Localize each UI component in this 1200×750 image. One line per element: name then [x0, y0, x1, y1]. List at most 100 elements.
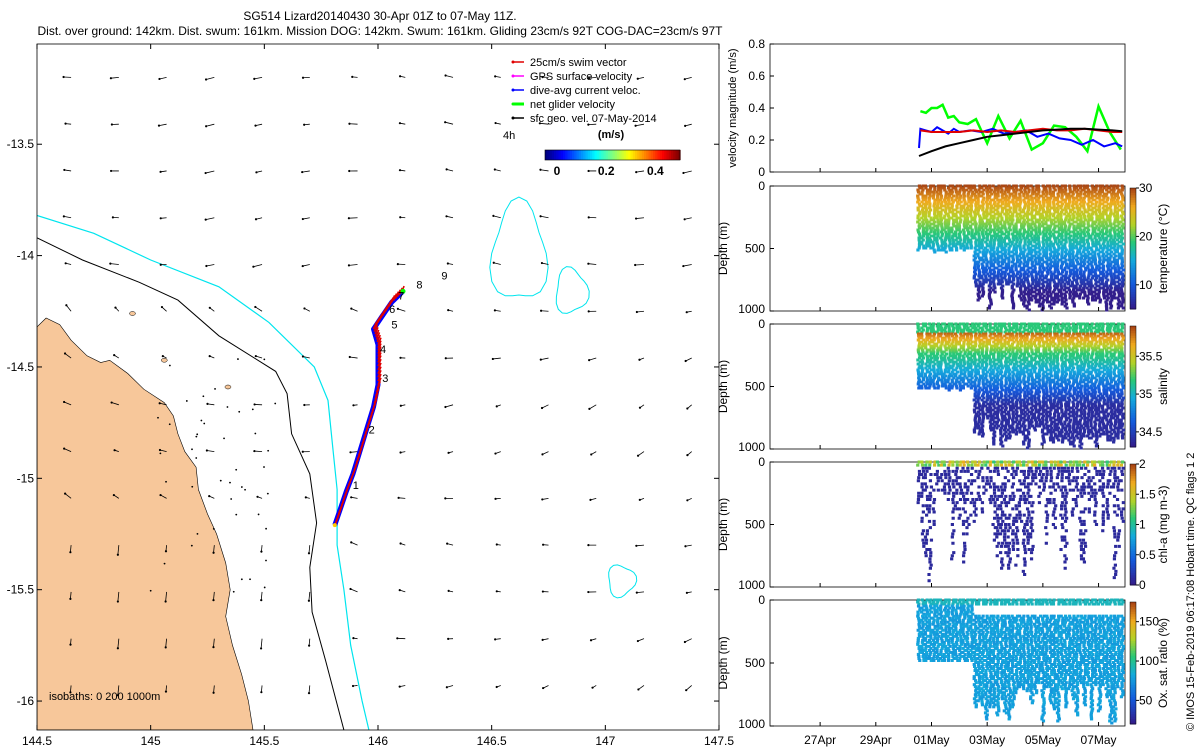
profile-point [917, 212, 922, 216]
profile-point [1027, 426, 1031, 430]
profile-point [1000, 346, 1004, 350]
profile-point [972, 198, 977, 202]
profile-point [950, 322, 954, 326]
profile-point [958, 220, 962, 224]
profile-point [1010, 186, 1015, 190]
profile-point [974, 372, 978, 376]
profile-point [1072, 270, 1076, 274]
profile-point [1027, 202, 1031, 206]
profile-point [1076, 222, 1080, 226]
profile-point [1022, 354, 1026, 358]
profile-point [1014, 408, 1018, 412]
profile-point [1035, 210, 1039, 214]
profile-point [1031, 366, 1035, 370]
profile-point [984, 382, 988, 386]
sfc-velocity-arrowhead [110, 401, 113, 404]
profile-point [1117, 256, 1122, 260]
profile-point [1022, 262, 1026, 266]
profile-point [1040, 258, 1045, 262]
profile-point [992, 206, 996, 210]
profile-point [948, 242, 952, 246]
profile-point [967, 232, 971, 236]
profile-point [1018, 228, 1022, 232]
sfc-velocity-arrowhead [445, 168, 448, 171]
profile-point [1104, 236, 1108, 240]
profile-point [1018, 208, 1022, 212]
profile-point [1034, 362, 1038, 366]
sfc-velocity-arrow [206, 264, 215, 267]
profile-point [985, 358, 989, 362]
swim-vector [377, 362, 382, 371]
profile-point [926, 356, 930, 360]
profile-point [998, 234, 1003, 238]
sfc-velocity-arrowhead [682, 264, 685, 268]
sfc-velocity-arrowhead [301, 355, 305, 358]
profile-point [1040, 270, 1044, 274]
profile-point [1003, 248, 1007, 252]
colorbar-segment [578, 150, 582, 160]
profile-point [1040, 272, 1044, 276]
profile-point [985, 192, 990, 196]
profile-point [978, 354, 982, 358]
profile-point [1072, 274, 1076, 278]
profile-point [1112, 202, 1117, 206]
profile-point [1029, 202, 1034, 206]
profile-point [1008, 434, 1012, 438]
profile-point [1112, 290, 1116, 294]
profile-point [918, 364, 922, 368]
profile-point [1105, 264, 1110, 268]
profile-point [1018, 346, 1022, 350]
sfc-velocity-arrow [349, 356, 358, 359]
profile-point [943, 210, 948, 214]
velocity-y-tick-label: 0.2 [748, 133, 765, 147]
profile-point [1097, 194, 1101, 198]
profile-point [981, 222, 985, 226]
profile-point [991, 418, 995, 422]
profile-point [1061, 208, 1065, 212]
profile-point [938, 206, 943, 210]
profile-point [924, 366, 928, 370]
profile-point [936, 350, 940, 354]
profile-point [990, 344, 994, 348]
profile-point [1019, 256, 1023, 260]
profile-point [1026, 232, 1030, 236]
profile-point [940, 208, 944, 212]
profile-point [927, 244, 932, 248]
profile-point [1063, 296, 1067, 300]
profile-point [1015, 378, 1019, 382]
profile-point [1089, 282, 1093, 286]
profile-point [969, 224, 973, 228]
profile-point [948, 210, 952, 214]
profile-point [981, 224, 985, 228]
profile-point [1045, 300, 1050, 304]
profile-point [1065, 194, 1069, 198]
profile-point [993, 364, 997, 368]
profile-point [1042, 204, 1046, 208]
profile-point [947, 218, 951, 222]
profile-point [939, 204, 944, 208]
profile-point [1002, 354, 1007, 358]
profile-point [1091, 242, 1095, 246]
profile-point [1052, 234, 1056, 238]
sfc-velocity-arrow [260, 638, 263, 649]
profile-point [1023, 264, 1027, 268]
profile-point [1117, 252, 1122, 256]
sfc-velocity-arrow [684, 77, 692, 80]
sfc-velocity-arrowhead [110, 123, 113, 126]
profile-point [1014, 334, 1019, 338]
profile-point [937, 384, 941, 388]
profile-point [992, 250, 996, 254]
profile-point [1004, 278, 1008, 282]
profile-point [1030, 198, 1034, 202]
profile-point [1011, 256, 1015, 260]
profile-point [1004, 424, 1008, 428]
profile-point [936, 230, 940, 234]
profile-point [1022, 254, 1026, 258]
profile-point [1101, 268, 1106, 272]
profile-point [1079, 220, 1083, 224]
profile-point [932, 366, 936, 370]
profile-point [1011, 200, 1015, 204]
day-label: 3 [382, 373, 388, 385]
profile-point [1055, 274, 1059, 278]
profile-point [1099, 272, 1103, 276]
